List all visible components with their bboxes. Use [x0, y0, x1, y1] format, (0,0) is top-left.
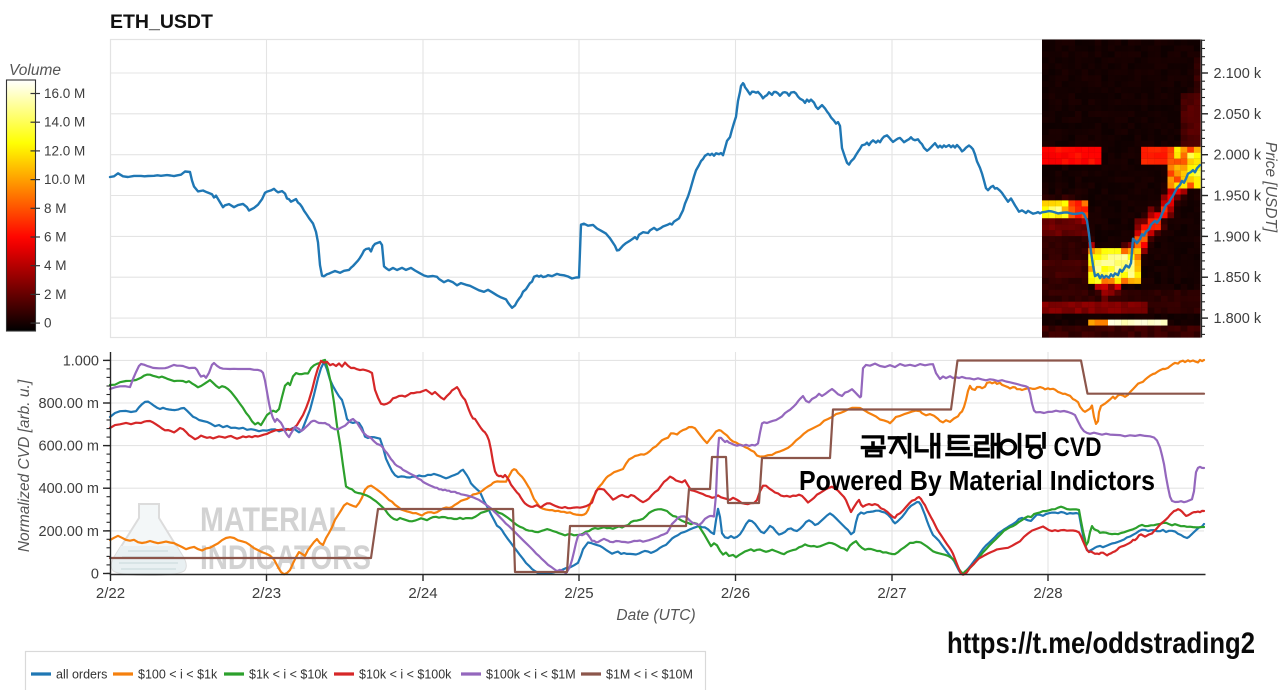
svg-text:2/26: 2/26 — [721, 585, 750, 602]
svg-text:$1M < i < $10M: $1M < i < $10M — [606, 668, 693, 682]
svg-text:Powered By Material Indictors: Powered By Material Indictors — [799, 465, 1155, 496]
svg-text:ETH_USDT: ETH_USDT — [110, 11, 213, 33]
svg-text:1.900 k: 1.900 k — [1214, 229, 1262, 245]
svg-text:10.0 M: 10.0 M — [44, 172, 85, 187]
svg-text:14.0 M: 14.0 M — [44, 115, 85, 130]
svg-text:1.000: 1.000 — [63, 353, 99, 369]
svg-text:2/23: 2/23 — [252, 585, 281, 602]
svg-text:all orders: all orders — [56, 668, 107, 682]
svg-text:1.800 k: 1.800 k — [1214, 311, 1262, 327]
svg-text:2.050 k: 2.050 k — [1214, 107, 1262, 123]
svg-text:2/28: 2/28 — [1033, 585, 1062, 602]
svg-text:0: 0 — [91, 567, 99, 583]
svg-text:12.0 M: 12.0 M — [44, 143, 85, 158]
svg-text:200.00 m: 200.00 m — [39, 524, 99, 540]
svg-text:2.100 k: 2.100 k — [1214, 66, 1262, 82]
svg-text:6 M: 6 M — [44, 230, 67, 245]
svg-text:600.00 m: 600.00 m — [39, 439, 99, 455]
svg-text:Price [USDT]: Price [USDT] — [1262, 142, 1279, 233]
svg-text:1.850 k: 1.850 k — [1214, 270, 1262, 286]
svg-text:$1k < i < $10k: $1k < i < $10k — [249, 668, 328, 682]
svg-text:Date (UTC): Date (UTC) — [616, 607, 695, 624]
svg-text:2/25: 2/25 — [564, 585, 593, 602]
svg-text:https://t.me/oddstrading2: https://t.me/oddstrading2 — [947, 627, 1255, 660]
svg-text:Normalized CVD [arb. u.]: Normalized CVD [arb. u.] — [16, 379, 33, 552]
svg-text:2/24: 2/24 — [408, 585, 437, 602]
svg-text:Volume: Volume — [9, 62, 61, 79]
svg-text:2.000 k: 2.000 k — [1214, 148, 1262, 164]
svg-text:4 M: 4 M — [44, 258, 67, 273]
svg-text:$10k < i < $100k: $10k < i < $100k — [359, 668, 452, 682]
svg-text:$100k < i < $1M: $100k < i < $1M — [486, 668, 576, 682]
svg-text:2/22: 2/22 — [96, 585, 125, 602]
svg-text:2/27: 2/27 — [877, 585, 906, 602]
svg-text:2 M: 2 M — [44, 287, 67, 302]
svg-text:16.0 M: 16.0 M — [44, 86, 85, 101]
svg-text:MATERIAL: MATERIAL — [200, 501, 346, 539]
svg-text:400.00 m: 400.00 m — [39, 481, 99, 497]
svg-text:800.00 m: 800.00 m — [39, 396, 99, 412]
svg-text:$100 < i < $1k: $100 < i < $1k — [138, 668, 218, 682]
svg-text:1.950 k: 1.950 k — [1214, 189, 1262, 205]
svg-text:8 M: 8 M — [44, 201, 67, 216]
svg-text:CVD: CVD — [1054, 432, 1102, 462]
svg-text:0: 0 — [44, 316, 52, 331]
